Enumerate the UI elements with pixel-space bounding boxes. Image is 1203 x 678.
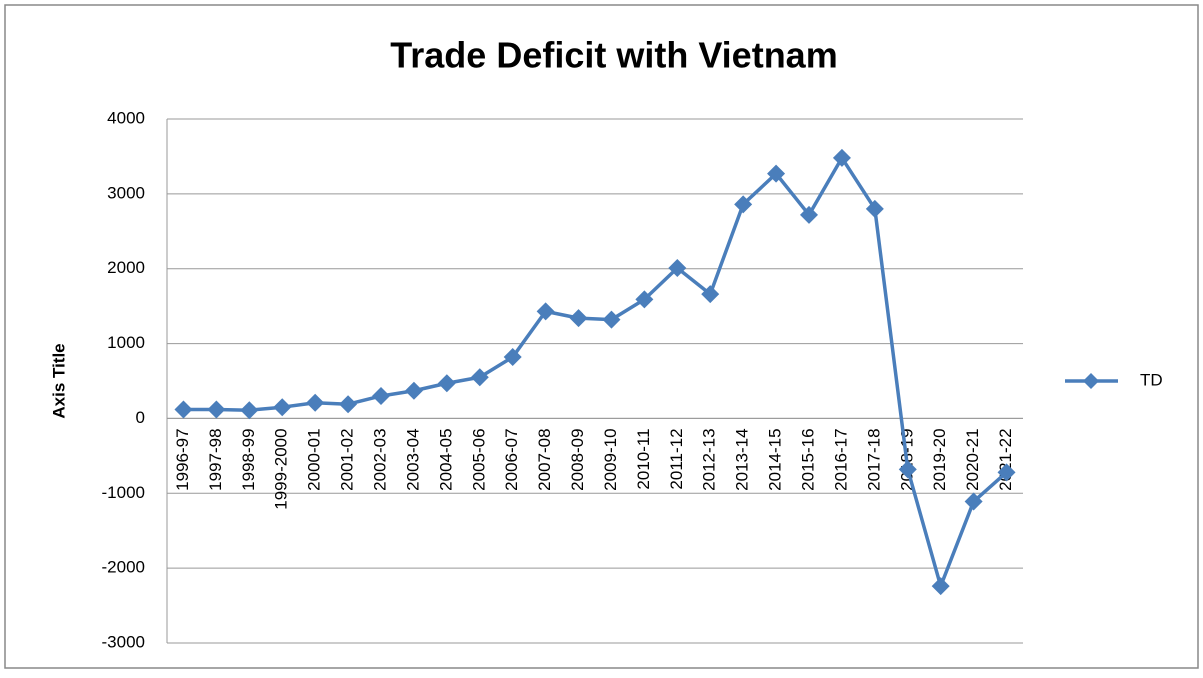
chart-frame — [4, 4, 1199, 669]
x-tick-label: 2010-11 — [634, 428, 653, 489]
x-tick-label: 2014-15 — [766, 428, 785, 490]
x-tick-label: 2017-18 — [864, 428, 883, 490]
x-tick-label: 2019-20 — [930, 428, 949, 490]
marker — [602, 310, 621, 329]
x-tick-label: 2020-21 — [963, 428, 982, 490]
marker — [470, 368, 489, 387]
x-tick-label: 2015-16 — [798, 428, 817, 490]
marker — [437, 374, 456, 393]
y-tick-label: 0 — [136, 408, 145, 427]
x-tick-label: 2006-07 — [502, 428, 521, 490]
marker — [734, 195, 753, 214]
marker — [404, 381, 423, 400]
marker — [306, 393, 325, 412]
marker — [668, 258, 687, 277]
marker — [536, 302, 555, 321]
marker — [273, 398, 292, 417]
marker — [240, 401, 259, 420]
x-tick-label: 1999-2000 — [272, 428, 291, 509]
x-tick-label: 2009-10 — [601, 428, 620, 490]
x-tick-label: 2016-17 — [831, 428, 850, 490]
x-tick-label: 2000-01 — [305, 428, 324, 490]
marker — [898, 460, 917, 479]
x-tick-label: 1997-98 — [206, 428, 225, 490]
marker — [339, 395, 358, 414]
marker — [372, 386, 390, 405]
marker — [635, 290, 654, 309]
chart-title: Trade Deficit with Vietnam — [390, 35, 837, 76]
y-tick-label: 4000 — [107, 108, 145, 127]
marker — [832, 148, 851, 167]
marker — [503, 348, 522, 367]
x-tick-label: 2011-12 — [667, 428, 686, 489]
x-tick-label: 1998-99 — [239, 428, 258, 490]
marker — [174, 400, 193, 419]
x-tick-label: 2004-05 — [436, 428, 455, 490]
x-tick-label: 2001-02 — [338, 428, 357, 490]
x-tick-label: 1996-97 — [173, 428, 192, 490]
marker — [767, 164, 786, 183]
marker — [931, 577, 950, 596]
marker — [865, 199, 884, 218]
y-tick-label: 1000 — [107, 333, 145, 352]
marker — [701, 285, 720, 304]
y-axis-title: Axis Title — [49, 343, 68, 418]
legend-label: TD — [1140, 370, 1163, 389]
marker — [207, 400, 226, 419]
y-tick-label: 2000 — [107, 258, 145, 277]
legend-marker — [1083, 373, 1099, 389]
marker — [964, 492, 983, 511]
x-tick-label: 2008-09 — [568, 428, 587, 490]
marker — [800, 205, 818, 224]
x-tick-label: 2003-04 — [403, 428, 422, 490]
y-tick-label: -1000 — [102, 483, 145, 502]
x-tick-label: 2005-06 — [469, 428, 488, 490]
x-tick-label: 2002-03 — [370, 428, 389, 490]
y-tick-label: 3000 — [107, 183, 145, 202]
x-tick-label: 2013-14 — [733, 428, 752, 490]
y-tick-label: -3000 — [102, 632, 145, 651]
x-tick-label: 2007-08 — [535, 428, 554, 490]
marker — [569, 309, 588, 328]
marker — [997, 463, 1016, 482]
y-tick-label: -2000 — [102, 558, 145, 577]
x-tick-label: 2012-13 — [700, 428, 719, 490]
